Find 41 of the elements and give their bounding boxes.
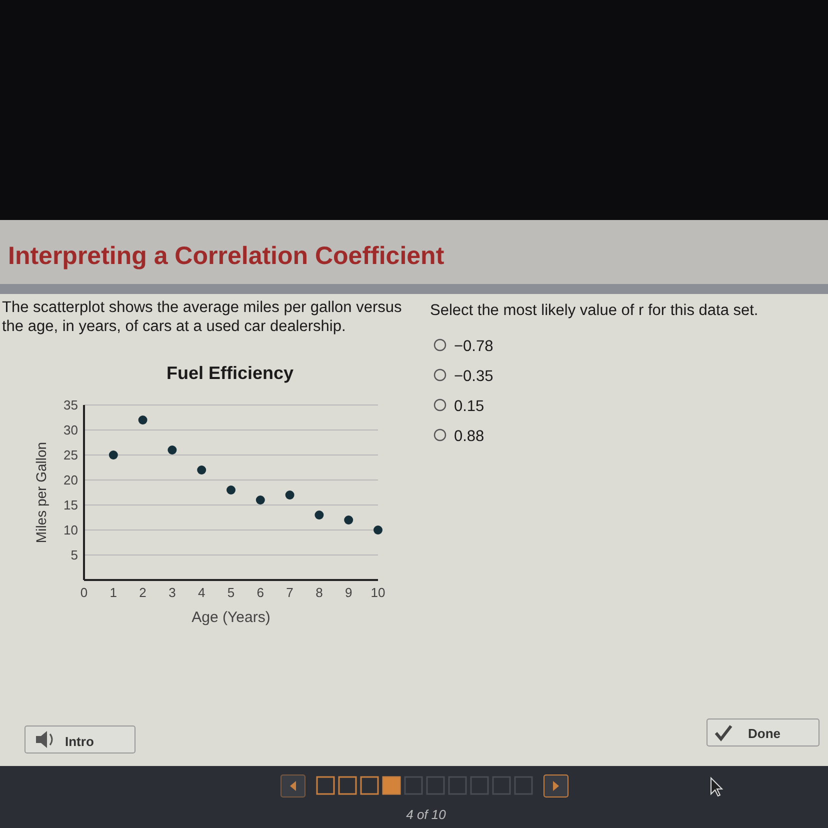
point xyxy=(168,446,177,454)
point xyxy=(314,510,324,520)
y-tick-label: 15 xyxy=(64,498,78,512)
y-tick-label: 20 xyxy=(64,472,78,488)
text: Select the most likely value of r for this data set. xyxy=(430,302,758,319)
text: −0.78 xyxy=(454,338,494,355)
point xyxy=(226,486,236,494)
x-tick-label: 8 xyxy=(316,585,323,600)
point xyxy=(197,466,206,474)
point xyxy=(344,516,354,524)
y-tick-label: 25 xyxy=(64,448,78,462)
point xyxy=(374,526,382,534)
x-tick-label: 5 xyxy=(227,585,235,600)
x-tick-label: 9 xyxy=(344,585,352,600)
y-tick-label: 35 xyxy=(64,398,78,412)
text: −0.35 xyxy=(454,368,494,385)
point xyxy=(285,490,294,500)
y-axis-title: Miles per Gallon xyxy=(33,442,49,544)
y-tick-label: 10 xyxy=(64,522,78,538)
text: Intro xyxy=(65,734,94,749)
x-tick-label: 7 xyxy=(286,585,294,600)
x-tick-label: 1 xyxy=(110,585,118,600)
text: Interpreting a Correlation Coefficient xyxy=(8,242,445,270)
text: 4 of 10 xyxy=(406,807,447,822)
text: The scatterplot shows the average miles per gallon versus the age, in years, of cars at a used car dealership. xyxy=(2,298,403,336)
y-tick-label: 30 xyxy=(64,422,78,438)
x-tick-label: 3 xyxy=(168,585,176,600)
x-axis-title: Age (Years) xyxy=(192,609,270,626)
point xyxy=(138,416,148,424)
point xyxy=(108,450,118,460)
y-tick-label: 5 xyxy=(70,548,78,562)
point xyxy=(256,496,265,504)
x-tick-label: 6 xyxy=(256,585,264,600)
x-tick-label: 0 xyxy=(80,585,88,600)
x-tick-label: 10 xyxy=(370,585,386,600)
text: Done xyxy=(748,726,780,741)
x-tick-label: 4 xyxy=(198,585,206,600)
x-tick-label: 2 xyxy=(139,585,146,600)
chart-title: Fuel Efficiency xyxy=(166,363,294,383)
text: 0.15 xyxy=(454,398,484,415)
text: 0.88 xyxy=(454,428,484,445)
